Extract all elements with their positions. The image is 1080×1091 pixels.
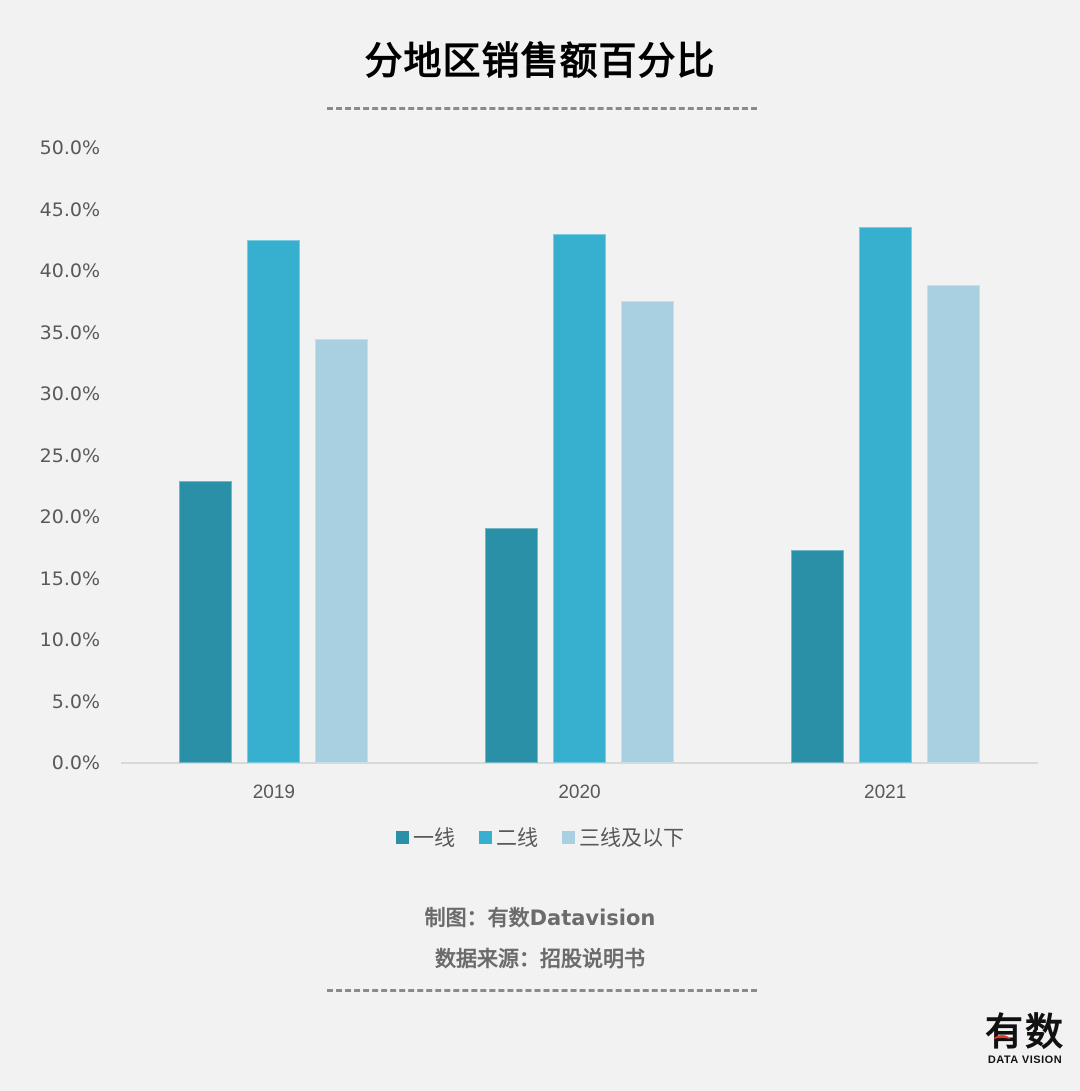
y-tick-label: 20.0% xyxy=(39,506,100,528)
chart-credit: 制图：有数Datavision xyxy=(424,906,656,930)
y-tick-label: 35.0% xyxy=(39,321,100,344)
legend-swatch-icon xyxy=(562,830,575,844)
logo-wave-icon xyxy=(994,1035,1010,1044)
y-tick-label: 15.0% xyxy=(39,567,100,590)
y-tick-label: 45.0% xyxy=(39,198,100,221)
brand-logo: 有数 DATA VISION xyxy=(980,1012,1070,1066)
legend-label: 三线及以下 xyxy=(579,826,684,850)
bar-2020-0 xyxy=(485,528,538,763)
bar-2020-1 xyxy=(553,234,606,763)
legend-label: 二线 xyxy=(496,826,538,850)
legend-swatch-icon xyxy=(396,830,409,844)
bar-2021-2 xyxy=(926,284,980,763)
x-tick-label: 2020 xyxy=(558,782,601,803)
logo-mark: 有数 xyxy=(984,1010,1065,1054)
y-tick-label: 50.0% xyxy=(39,137,100,159)
footer-divider xyxy=(327,989,757,992)
legend-swatch-icon xyxy=(479,830,492,844)
bar-2021-1 xyxy=(858,226,912,763)
y-tick-label: 10.0% xyxy=(39,629,100,651)
chart-title: 分地区销售额百分比 xyxy=(364,39,716,83)
x-tick-label: 2021 xyxy=(864,782,907,803)
y-tick-label: 25.0% xyxy=(39,444,100,467)
x-tick-label: 2019 xyxy=(252,782,295,803)
y-tick-label: 30.0% xyxy=(39,383,100,405)
x-axis-line xyxy=(121,762,1038,764)
title-divider xyxy=(327,107,757,110)
bar-2019-1 xyxy=(247,240,301,763)
legend-label: 一线 xyxy=(413,826,455,850)
y-tick-label: 0.0% xyxy=(51,752,100,774)
bar-2019-2 xyxy=(315,338,369,763)
data-source: 数据来源：招股说明书 xyxy=(435,947,645,971)
y-tick-label: 5.0% xyxy=(51,690,100,713)
chart-legend: 一线 二线 三线及以下 xyxy=(0,822,1080,852)
logo-text: DATA VISION xyxy=(987,1054,1063,1066)
y-tick-label: 40.0% xyxy=(39,260,100,282)
bar-2019-0 xyxy=(179,481,233,763)
legend-item: 三线及以下 xyxy=(562,822,684,852)
legend-item: 一线 xyxy=(396,822,455,852)
bar-2021-0 xyxy=(790,550,844,763)
bar-2020-2 xyxy=(621,300,674,763)
legend-item: 二线 xyxy=(479,822,538,852)
